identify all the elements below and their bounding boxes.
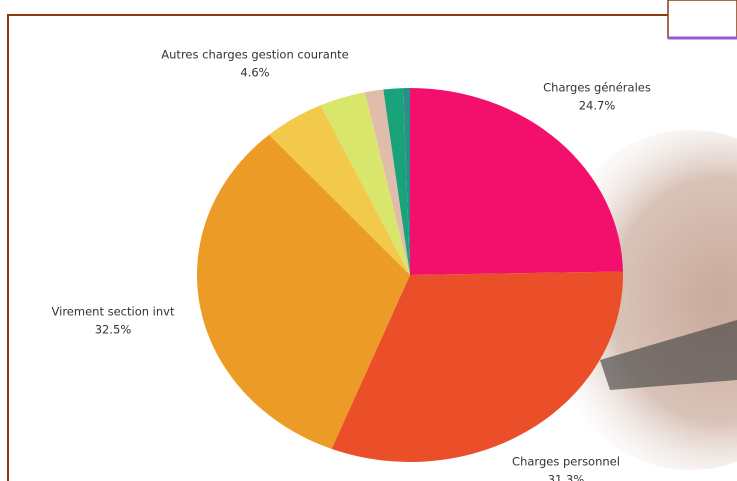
chart: Charges générales 24.7% Charges personnel 3…: [0, 0, 737, 481]
slice-label: Virement section invt: [52, 305, 175, 319]
slice-label: Charges personnel: [512, 455, 620, 469]
pie-slice: [410, 88, 623, 275]
slice-value-label: 4.6%: [240, 66, 269, 80]
corner-box: [668, 0, 737, 38]
screenshot: Charges générales 24.7% Charges personnel 3…: [0, 0, 737, 481]
slice-label: Autres charges gestion courante: [161, 48, 348, 62]
slice-value-label: 31.3%: [548, 473, 585, 481]
slice-value-label: 32.5%: [95, 323, 132, 337]
pie: [197, 88, 623, 462]
slice-label: Charges générales: [543, 81, 651, 95]
slice-value-label: 24.7%: [579, 99, 616, 113]
